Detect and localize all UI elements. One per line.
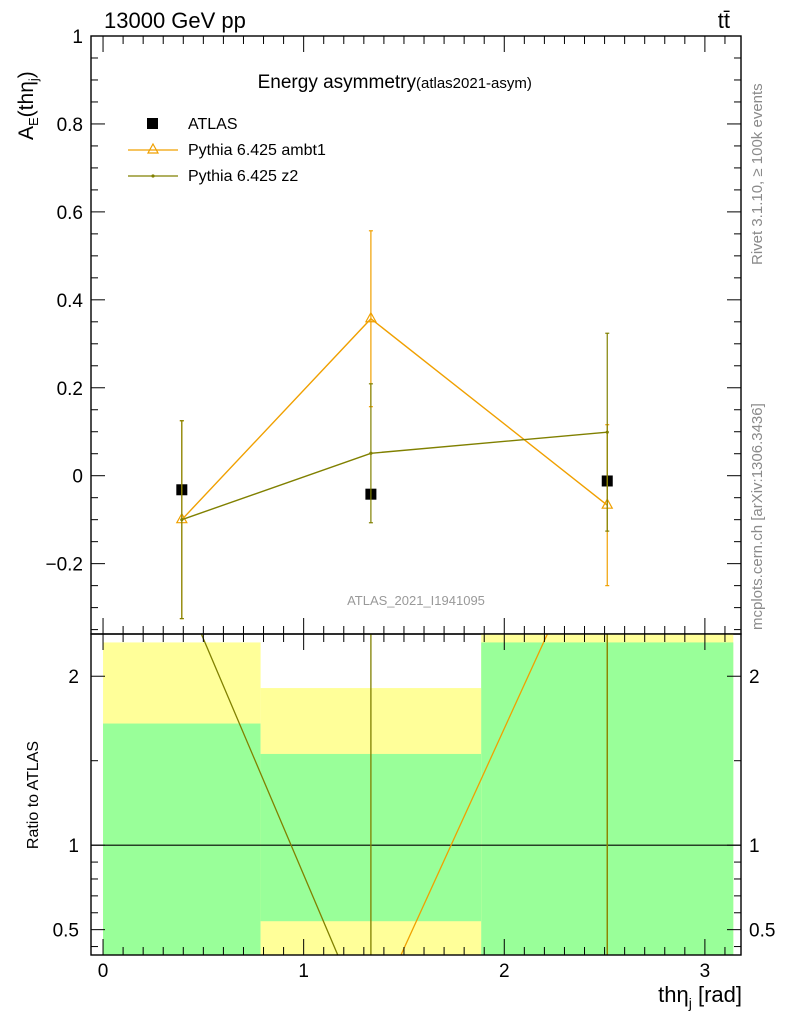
ratio-y-axis-label: Ratio to ATLAS [25, 741, 42, 849]
y-tick-label: 1 [72, 27, 83, 48]
data-point [364, 311, 377, 323]
data-point [369, 451, 373, 455]
y-tick-label: 0.2 [57, 379, 83, 400]
x-label-main: thη [658, 982, 689, 1007]
main-title: Energy asymmetry [258, 72, 417, 93]
legend: ATLAS Pythia 6.425 ambt1 Pythia 6.425 z2 [128, 116, 326, 185]
series-pythia-6-425-z2 [179, 332, 610, 620]
main-panel: −0.2 0 0.2 0.4 0.6 0.8 1 Energy asymmetry (atl… [15, 27, 742, 635]
x-label-unit: [rad] [692, 982, 742, 1007]
y-tick-label: 0 [72, 467, 83, 488]
y-tick-label: −0.2 [45, 555, 83, 576]
legend-atlas-marker [147, 118, 158, 129]
main-y-axis-label: AE(thηj) [15, 71, 41, 140]
legend-ambt1-label: Pythia 6.425 ambt1 [188, 142, 326, 159]
y-label-arg: (thη [15, 81, 38, 117]
watermark: ATLAS_2021_I1941095 [347, 593, 485, 608]
legend-z2-label: Pythia 6.425 z2 [188, 168, 298, 185]
ratio-y-tick-label: 1 [68, 836, 79, 857]
x-tick-label: 3 [700, 961, 711, 982]
ratio-line [400, 634, 548, 955]
legend-z2-marker [151, 174, 155, 178]
process-label: tt̄ [718, 8, 730, 33]
ratio-y-tick-label-right: 0.5 [749, 921, 775, 942]
series-line [181, 317, 608, 521]
ratio-line [200, 634, 339, 955]
x-label-sub: j [688, 995, 692, 1011]
x-tick-label: 1 [298, 961, 309, 982]
series-line [181, 431, 608, 521]
legend-ambt1-marker [146, 142, 160, 154]
y-label-close: ) [15, 71, 38, 78]
source-label: mcplots.cern.ch [arXiv:1306.3436] [749, 403, 766, 630]
svg-text:AE(thηj): AE(thηj) [15, 71, 41, 140]
x-axis-label: thηj [rad] [658, 982, 742, 1011]
y-tick-label: 0.6 [57, 203, 83, 224]
y-tick-label: 0.8 [57, 115, 83, 136]
x-tick-label: 2 [499, 961, 510, 982]
ratio-y-tick-label: 0.5 [53, 921, 79, 942]
main-subtitle: (atlas2021-asym) [416, 75, 532, 92]
y-label-main: A [15, 126, 38, 140]
data-point [180, 518, 184, 522]
series-pythia-6-425-ambt1 [175, 230, 614, 620]
y-label-arg-sub: j [26, 78, 41, 82]
y-tick-label: 0.4 [57, 291, 84, 312]
rivet-label: Rivet 3.1.10, ≥ 100k events [749, 83, 766, 265]
ratio-frame [90, 633, 742, 956]
ratio-y-tick-label: 2 [68, 667, 79, 688]
ratio-clipped [91, 634, 741, 955]
data-point [605, 430, 609, 434]
series-atlas [176, 475, 613, 500]
ratio-y-tick-label-right: 2 [749, 667, 760, 688]
y-label-sub: E [26, 117, 41, 126]
legend-atlas-label: ATLAS [188, 116, 238, 133]
energy-label: 13000 GeV pp [104, 8, 246, 33]
x-tick-label: 0 [98, 961, 109, 982]
ratio-y-tick-label-right: 1 [749, 836, 760, 857]
uncertainty-band-green [103, 723, 261, 955]
